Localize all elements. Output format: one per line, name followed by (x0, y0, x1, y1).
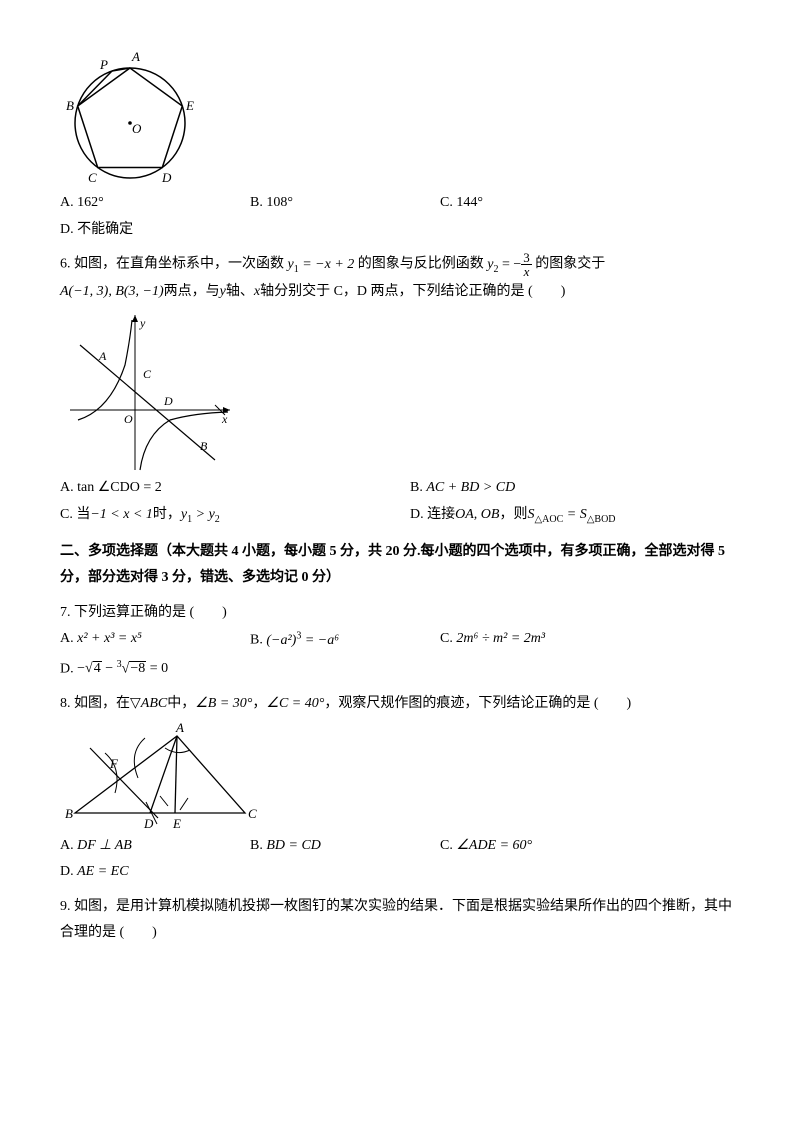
svg-text:C: C (88, 170, 97, 185)
svg-text:B: B (66, 98, 74, 113)
q8-options: A. DF ⊥ AB B. BD = CD C. ∠ADE = 60° D. A… (60, 833, 734, 886)
q8-stem: 8. 如图，在▽ABC中，∠B = 30°，∠C = 40°，观察尺规作图的痕迹… (60, 691, 734, 718)
svg-text:O: O (132, 121, 142, 136)
q5-options: A. 162° B. 108° C. 144° D. 不能确定 (60, 190, 734, 243)
opt-c: C. 144° (440, 190, 600, 217)
svg-text:D: D (143, 816, 154, 831)
svg-text:E: E (185, 98, 194, 113)
svg-text:F: F (109, 756, 119, 771)
opt-c: C. 当−1 < x < 1时，y1 > y2 (60, 502, 380, 529)
opt-b: B. 108° (250, 190, 410, 217)
opt-c: C. 2m⁶ ÷ m² = 2m³ (440, 626, 600, 654)
opt-d: D. AE = EC (60, 859, 220, 886)
svg-text:D: D (163, 394, 173, 408)
svg-text:E: E (172, 816, 181, 831)
pentagon-svg: A P B E C D O (60, 45, 200, 190)
svg-text:O: O (124, 412, 133, 426)
svg-text:P: P (99, 57, 108, 72)
q7-stem: 7. 下列运算正确的是 ( ) (60, 600, 734, 627)
q6-stem: 6. 如图，在直角坐标系中，一次函数 y1 = −x + 2 的图象与反比例函数… (60, 251, 734, 279)
svg-text:A: A (175, 720, 184, 735)
opt-d: D. 不能确定 (60, 217, 220, 244)
svg-text:D: D (161, 170, 172, 185)
section2-title: 二、多项选择题（本大题共 4 小题，每小题 5 分，共 20 分.每小题的四个选… (60, 539, 734, 592)
svg-text:A: A (131, 49, 140, 64)
opt-a: A. 162° (60, 190, 220, 217)
q6-options: A. tan ∠CDO = 2 B. AC + BD > CD C. 当−1 <… (60, 475, 734, 528)
opt-c: C. ∠ADE = 60° (440, 833, 600, 860)
q7-options: A. x² + x³ = x⁵ B. (−a²)3 = −a⁶ C. 2m⁶ ÷… (60, 626, 734, 683)
svg-text:B: B (65, 806, 73, 821)
opt-a: A. DF ⊥ AB (60, 833, 220, 860)
opt-d: D. 连接OA, OB，则S△AOC = S△BOD (410, 502, 730, 529)
svg-text:y: y (139, 316, 146, 330)
opt-d: D. −√4 − 3√−8 = 0 (60, 655, 220, 683)
opt-b: B. (−a²)3 = −a⁶ (250, 626, 410, 654)
opt-b: B. AC + BD > CD (410, 475, 730, 502)
opt-b: B. BD = CD (250, 833, 410, 860)
svg-text:C: C (248, 806, 257, 821)
q5-figure: A P B E C D O (60, 45, 734, 190)
svg-text:A: A (98, 349, 107, 363)
opt-a: A. x² + x³ = x⁵ (60, 626, 220, 654)
opt-a: A. tan ∠CDO = 2 (60, 475, 380, 502)
q6-stem2: A(−1, 3), B(3, −1)两点，与y轴、x轴分别交于 C，D 两点，下… (60, 279, 734, 306)
q6-figure: y x O A C D B (60, 305, 734, 475)
svg-text:B: B (200, 439, 208, 453)
q8-figure: A B C D E F (60, 718, 734, 833)
q9-stem: 9. 如图，是用计算机模拟随机投掷一枚图钉的某次实验的结果．下面是根据实验结果所… (60, 894, 734, 947)
svg-text:C: C (143, 367, 152, 381)
